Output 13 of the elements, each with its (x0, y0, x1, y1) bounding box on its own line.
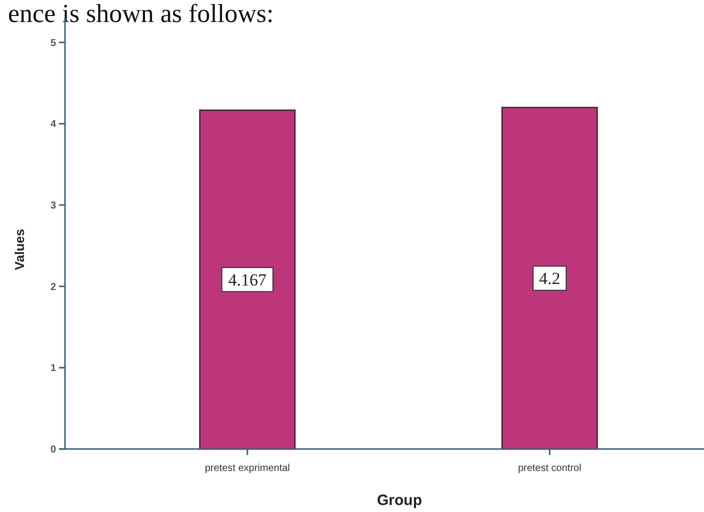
x-axis-title: Group (377, 492, 422, 509)
y-tick-label: 5 (50, 38, 56, 49)
data-label: 4.167 (228, 270, 267, 290)
annotation: ence is shown as follows: (8, 0, 274, 28)
data-label: 4.2 (539, 269, 560, 288)
y-tick-label: 1 (50, 363, 56, 374)
y-tick-label: 3 (50, 200, 56, 212)
y-axis-title: Values (12, 228, 27, 270)
x-tick-label: pretest exprimental (204, 463, 290, 474)
x-tick-label: pretest control (518, 463, 582, 474)
y-tick-label: 0 (50, 444, 56, 456)
y-tick-label: 4 (50, 119, 56, 130)
y-tick-label: 2 (50, 282, 56, 293)
